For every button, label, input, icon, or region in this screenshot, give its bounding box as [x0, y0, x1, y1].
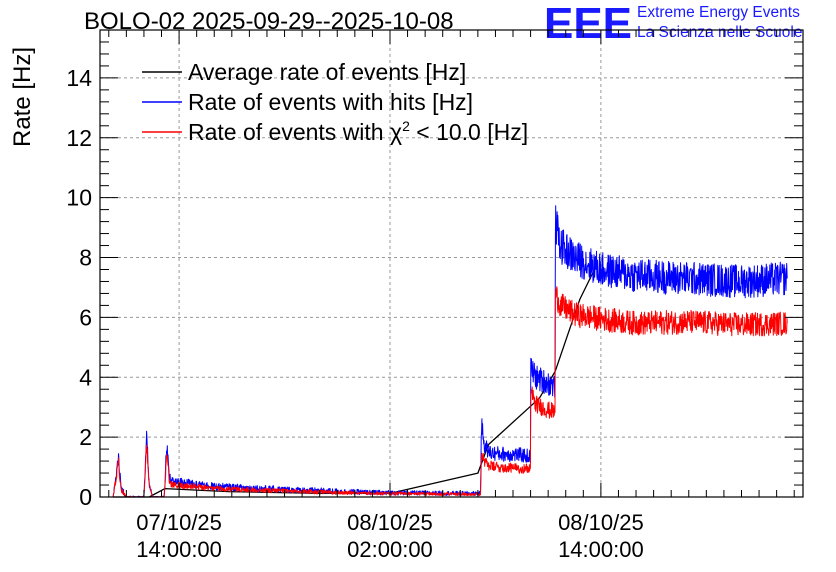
y-tick-label-1: 2 — [79, 424, 92, 450]
x-tick-date-2: 08/10/25 — [558, 510, 644, 535]
y-tick-label-3: 6 — [79, 304, 92, 330]
series-line-1 — [112, 205, 788, 498]
series-line-0 — [113, 263, 598, 498]
eee-logo: EEE — [544, 2, 632, 42]
legend-label-1: Rate of events with hits [Hz] — [188, 89, 473, 115]
logo-mark: EEE — [544, 2, 632, 42]
logo-line-1: Extreme Energy Events — [637, 4, 800, 21]
x-tick-time-2: 14:00:00 — [558, 537, 644, 562]
legend-label-0: Average rate of events [Hz] — [188, 59, 466, 85]
y-tick-label-7: 14 — [66, 65, 92, 91]
y-tick-label-2: 4 — [79, 364, 92, 390]
y-tick-label-0: 0 — [79, 484, 92, 510]
y-tick-label-4: 8 — [79, 245, 92, 271]
x-tick-time-1: 02:00:00 — [347, 537, 433, 562]
logo-line-2: La Scienza nelle Scuole — [637, 24, 803, 41]
x-tick-date-1: 08/10/25 — [347, 510, 433, 535]
x-tick-date-0: 07/10/25 — [136, 510, 222, 535]
x-tick-time-0: 14:00:00 — [136, 537, 222, 562]
y-tick-label-6: 12 — [66, 125, 92, 151]
logo-text: Extreme Energy Events La Scienza nelle S… — [637, 3, 802, 43]
legend-label-2: Rate of events with χ2 < 10.0 [Hz] — [188, 118, 528, 145]
plot-frame — [99, 29, 804, 498]
y-tick-label-5: 10 — [66, 185, 92, 211]
series-line-2 — [112, 286, 788, 498]
